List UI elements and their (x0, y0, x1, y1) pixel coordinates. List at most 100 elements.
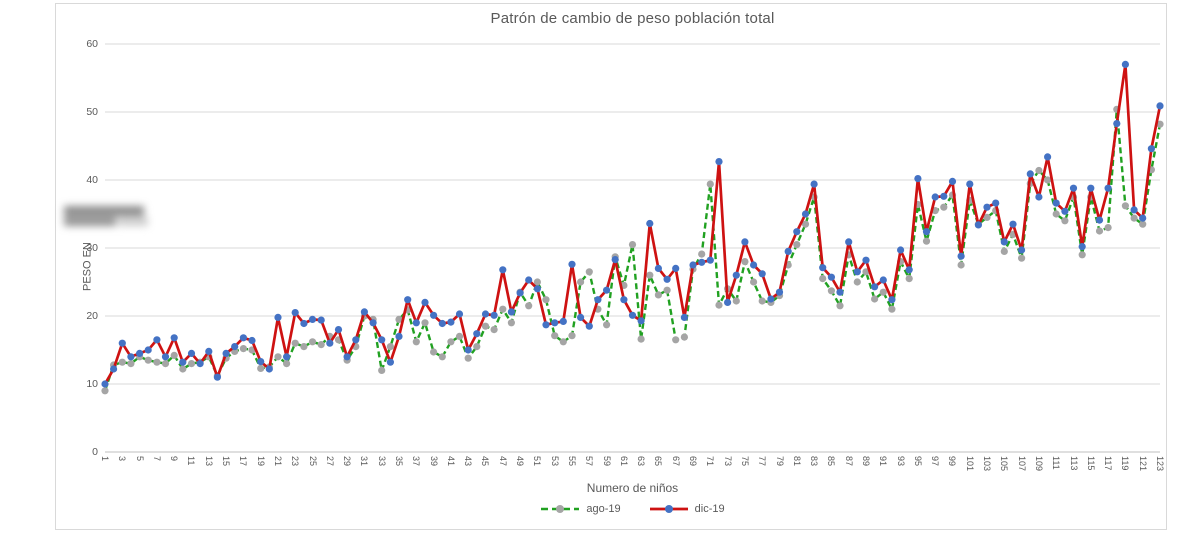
data-point-dic-19-65 (654, 264, 663, 272)
x-tick-label-71: 71 (705, 456, 716, 467)
plot-area (101, 43, 1164, 453)
x-tick-label-45: 45 (480, 456, 491, 467)
data-point-ago-19-88 (853, 278, 861, 286)
data-point-dic-19-106 (1009, 220, 1017, 228)
data-point-dic-19-108 (1026, 170, 1034, 178)
data-point-ago-19-40 (438, 353, 446, 361)
legend-item-dic-19: dic-19 (649, 503, 725, 515)
data-point-dic-19-33 (378, 336, 386, 344)
data-point-dic-19-25 (308, 315, 317, 323)
data-point-dic-19-86 (836, 288, 844, 296)
data-point-dic-19-28 (334, 326, 343, 334)
data-point-ago-19-35 (395, 315, 403, 323)
x-tick-label-3: 3 (117, 456, 128, 462)
data-point-dic-19-122 (1147, 145, 1155, 153)
x-tick-label-93: 93 (895, 456, 906, 467)
data-point-ago-19-46 (490, 326, 498, 334)
data-point-dic-19-55 (568, 260, 576, 268)
x-tick-label-99: 99 (947, 456, 958, 467)
x-tick-label-31: 31 (359, 456, 370, 467)
x-tick-label-87: 87 (843, 456, 854, 467)
data-point-dic-19-41 (447, 318, 455, 326)
y-tick-label-60: 60 (86, 38, 98, 50)
data-point-dic-19-84 (819, 264, 827, 272)
data-point-ago-19-9 (170, 351, 178, 359)
data-point-ago-19-111 (1052, 210, 1060, 218)
data-point-dic-19-92 (888, 296, 896, 304)
data-point-dic-19-58 (594, 296, 602, 304)
x-tick-label-41: 41 (445, 456, 456, 467)
data-point-dic-19-63 (637, 317, 645, 325)
data-point-ago-19-105 (1000, 247, 1008, 255)
data-point-ago-19-66 (663, 286, 671, 294)
x-tick-label-21: 21 (272, 456, 283, 467)
x-tick-label-121: 121 (1137, 456, 1148, 472)
legend-swatch-ago-19-icon (541, 505, 580, 513)
data-point-ago-19-90 (871, 295, 879, 303)
x-tick-label-95: 95 (912, 456, 923, 467)
x-tick-label-55: 55 (566, 456, 577, 467)
legend-swatch-dic-19-icon (649, 505, 688, 513)
data-point-dic-19-32 (369, 319, 377, 327)
data-point-ago-19-103 (983, 213, 991, 221)
data-point-dic-19-9 (170, 334, 178, 342)
x-tick-label-63: 63 (636, 456, 647, 467)
data-point-ago-19-55 (568, 332, 576, 340)
data-point-dic-19-100 (957, 252, 965, 260)
x-tick-label-83: 83 (809, 456, 820, 467)
data-point-dic-19-47 (499, 266, 507, 274)
data-point-ago-19-81 (793, 241, 801, 249)
data-point-dic-19-11 (187, 349, 196, 357)
data-point-dic-19-66 (663, 275, 671, 283)
x-tick-label-101: 101 (964, 456, 975, 472)
x-tick-label-39: 39 (428, 456, 439, 467)
data-point-ago-19-110 (1044, 176, 1052, 184)
data-point-ago-19-117 (1104, 224, 1112, 232)
data-point-ago-19-59 (603, 321, 611, 329)
x-tick-label-59: 59 (601, 456, 612, 467)
x-tick-label-53: 53 (549, 456, 560, 467)
data-point-dic-19-76 (750, 261, 758, 269)
data-point-ago-19-119 (1121, 202, 1129, 210)
data-point-dic-19-12 (196, 360, 204, 368)
data-point-ago-19-23 (291, 339, 299, 347)
data-point-dic-19-89 (862, 256, 870, 264)
data-point-ago-19-116 (1095, 227, 1104, 235)
y-tick-label-40: 40 (86, 174, 98, 186)
x-tick-label-85: 85 (826, 456, 837, 467)
data-point-ago-19-41 (447, 338, 455, 346)
data-point-dic-19-98 (940, 192, 948, 200)
data-point-dic-19-102 (974, 221, 983, 229)
data-point-dic-19-35 (395, 332, 403, 340)
data-point-dic-19-107 (1018, 246, 1026, 254)
data-point-ago-19-98 (940, 203, 948, 211)
data-point-ago-19-47 (499, 305, 507, 313)
data-point-ago-19-68 (680, 333, 689, 341)
data-point-ago-19-53 (551, 332, 559, 340)
data-point-ago-19-4 (127, 360, 135, 368)
y-tick-label-30: 30 (86, 242, 98, 254)
redacted-text-blur (60, 203, 152, 231)
data-point-dic-19-40 (438, 319, 446, 328)
data-point-dic-19-50 (525, 276, 533, 284)
chart-title: Patrón de cambio de peso población total (490, 10, 775, 27)
data-point-dic-19-39 (430, 311, 438, 319)
data-point-dic-19-14 (213, 373, 221, 381)
data-point-dic-19-57 (585, 322, 593, 330)
x-tick-label-109: 109 (1033, 456, 1044, 472)
x-tick-label-37: 37 (411, 456, 422, 467)
data-point-ago-19-112 (1061, 217, 1069, 225)
data-point-ago-19-94 (905, 275, 913, 283)
data-point-dic-19-69 (689, 261, 697, 269)
data-point-dic-19-90 (871, 283, 879, 291)
data-point-ago-19-67 (672, 336, 680, 344)
data-point-dic-19-61 (620, 296, 628, 304)
x-tick-label-113: 113 (1068, 456, 1079, 471)
data-point-dic-19-73 (724, 298, 732, 306)
x-tick-label-11: 11 (186, 456, 197, 466)
data-point-dic-19-56 (577, 313, 585, 321)
data-point-dic-19-114 (1078, 243, 1086, 251)
data-point-dic-19-79 (775, 288, 784, 296)
data-point-dic-19-83 (810, 180, 818, 188)
data-point-dic-19-4 (127, 353, 135, 361)
